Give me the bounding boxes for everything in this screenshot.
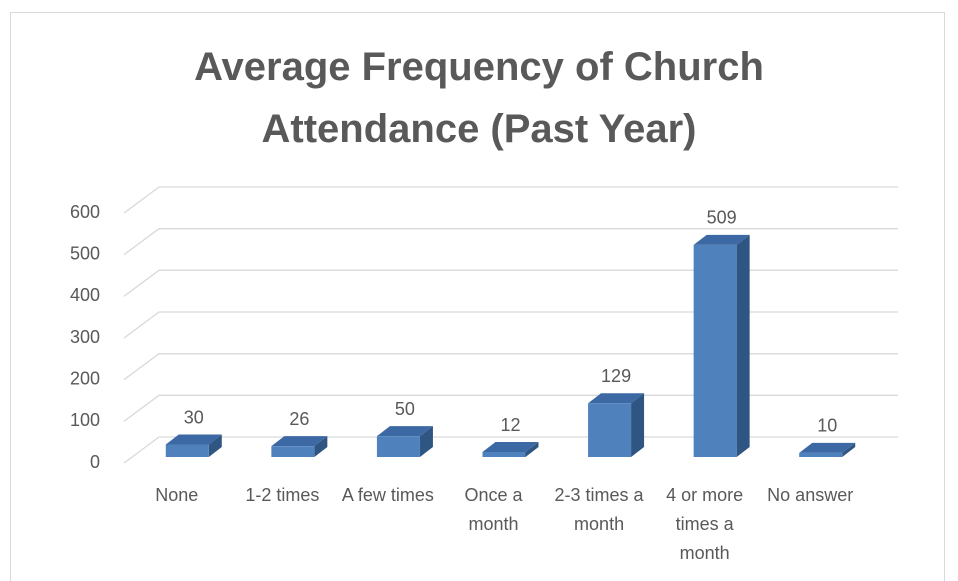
- y-tick-label: 200: [70, 368, 100, 388]
- data-label: 10: [817, 416, 837, 436]
- bar-side: [419, 426, 433, 457]
- chart-frame: [10, 12, 945, 581]
- x-tick-label: 4 or more times a month: [666, 485, 744, 563]
- bar-side: [314, 436, 328, 457]
- data-label: 26: [289, 409, 309, 429]
- grid-line: [123, 394, 898, 422]
- bar-side: [631, 393, 645, 457]
- y-tick-label: 400: [70, 285, 100, 305]
- grid-line: [123, 269, 898, 297]
- bar-top: [693, 234, 750, 245]
- y-tick-label: 500: [70, 243, 100, 263]
- x-tick-label: Once a month: [464, 485, 523, 534]
- x-tick-label: 1-2 times: [245, 485, 320, 505]
- bar-side: [208, 434, 222, 457]
- bar: [482, 452, 526, 457]
- bar-side: [842, 442, 856, 457]
- bar-top: [165, 434, 222, 445]
- grid-line: [123, 436, 898, 464]
- data-label: 12: [500, 415, 520, 435]
- data-label: 30: [184, 407, 204, 427]
- y-tick-label: 0: [90, 452, 100, 472]
- x-tick-label: A few times: [341, 485, 434, 505]
- bar: [165, 444, 209, 457]
- bar-side: [525, 442, 539, 457]
- bar: [799, 452, 843, 457]
- grid-line: [123, 228, 898, 256]
- bar-top: [376, 426, 433, 437]
- grid-line: [123, 186, 898, 214]
- x-tick-label: No answer: [767, 485, 854, 505]
- data-label: 509: [707, 208, 737, 228]
- bar: [376, 436, 420, 457]
- bar-top: [588, 393, 645, 404]
- y-tick-label: 300: [70, 327, 100, 347]
- chart-title: Average Frequency of Church Attendance (…: [194, 45, 764, 151]
- bar: [271, 446, 315, 457]
- bar-top: [271, 436, 328, 447]
- data-label: 129: [601, 366, 631, 386]
- x-tick-label: None: [155, 485, 199, 505]
- grid-line: [123, 311, 898, 339]
- bar-side: [736, 234, 750, 457]
- bar: [693, 244, 737, 457]
- y-tick-label: 600: [70, 202, 100, 222]
- bar-top: [799, 442, 856, 453]
- x-tick-label: 2-3 times a month: [554, 485, 644, 534]
- bar-top: [482, 442, 539, 452]
- bar: [588, 403, 632, 457]
- data-label: 50: [395, 399, 415, 419]
- grid-line: [123, 353, 898, 381]
- y-tick-label: 100: [70, 410, 100, 430]
